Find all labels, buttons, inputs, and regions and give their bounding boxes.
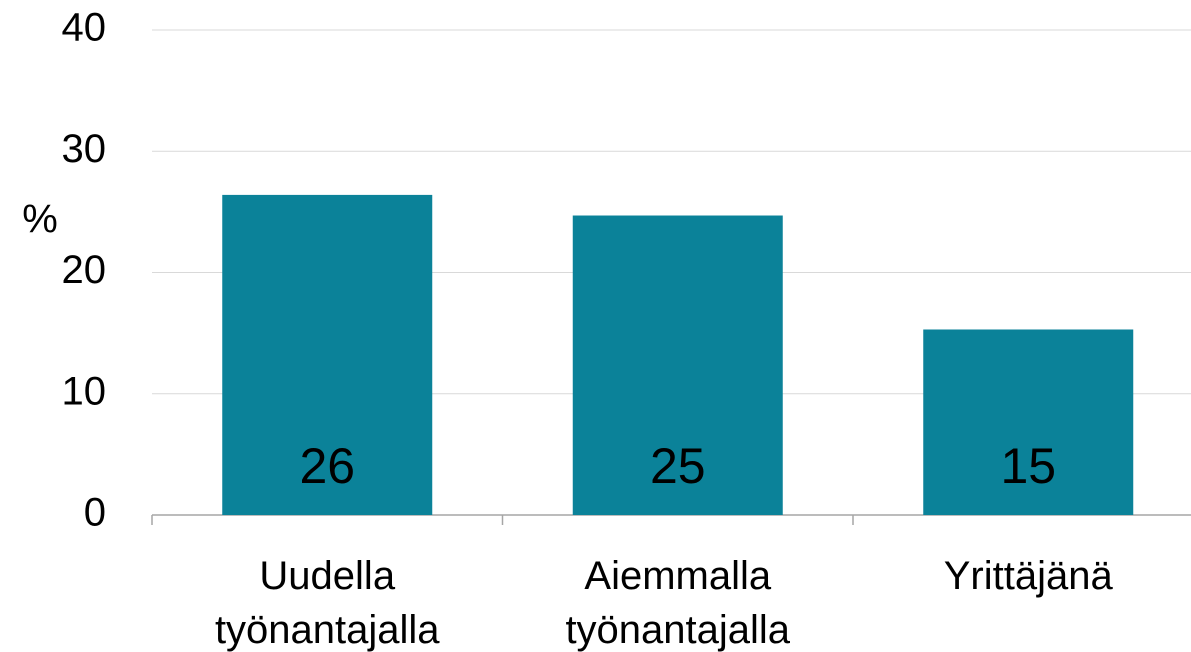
bar: [923, 329, 1134, 515]
y-tick-label: 10: [62, 369, 107, 413]
y-axis-label: %: [22, 198, 58, 242]
x-tick-label: Yrittäjänä: [944, 554, 1114, 598]
y-tick-label: 40: [62, 6, 107, 50]
x-tick-label: Uudella työnantajalla: [215, 554, 440, 652]
bar: [222, 194, 433, 515]
value-label: 25: [650, 438, 706, 494]
bar: [572, 215, 783, 515]
y-tick-label: 20: [62, 248, 107, 292]
y-tick-label: 30: [62, 127, 107, 171]
x-tick-label: Aiemmalla työnantajalla: [565, 554, 790, 652]
y-tick-label: 0: [84, 491, 106, 535]
value-label: 15: [1000, 438, 1056, 494]
value-label: 26: [299, 438, 355, 494]
